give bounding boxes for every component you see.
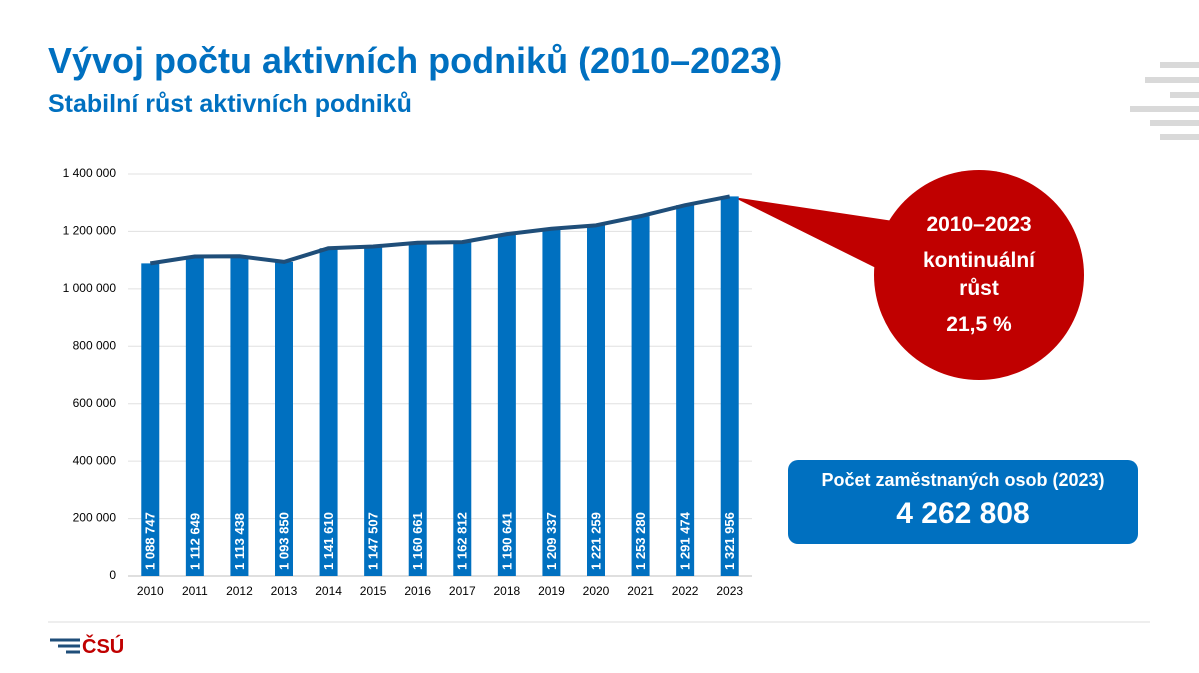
x-tick-label: 2018 — [494, 584, 521, 598]
subtitle: Stabilní růst aktivních podniků — [48, 90, 412, 118]
y-tick-label: 800 000 — [73, 338, 117, 352]
x-tick-label: 2020 — [583, 584, 610, 598]
y-tick-label: 0 — [109, 568, 116, 582]
callout-growth: 21,5 % — [946, 313, 1012, 336]
bar — [631, 216, 650, 577]
bar — [676, 205, 695, 576]
trend-line — [149, 194, 731, 266]
value-label: 1 113 438 — [232, 513, 247, 570]
y-tick-label: 1 200 000 — [63, 224, 117, 238]
x-tick-label: 2023 — [716, 584, 743, 598]
callout-period: 2010–2023 — [926, 213, 1032, 236]
x-tick-label: 2012 — [226, 584, 253, 598]
box-label: Počet zaměstnaných osob (2023) — [821, 470, 1105, 490]
bar — [141, 263, 160, 576]
y-tick-label: 200 000 — [73, 511, 117, 525]
x-tick-label: 2016 — [404, 584, 431, 598]
y-tick-label: 1 000 000 — [63, 281, 117, 295]
bar — [497, 234, 516, 576]
x-tick-label: 2021 — [627, 584, 654, 598]
box-value: 4 262 808 — [896, 497, 1030, 530]
x-tick-label: 2010 — [137, 584, 164, 598]
x-tick-label: 2017 — [449, 584, 476, 598]
x-tick-label: 2013 — [271, 584, 298, 598]
bar — [720, 196, 739, 576]
bar — [408, 242, 427, 576]
bar — [364, 246, 383, 576]
value-label: 1 160 661 — [410, 512, 425, 570]
x-tick-label: 2019 — [538, 584, 565, 598]
value-label: 1 088 747 — [143, 512, 158, 570]
bar — [587, 225, 605, 576]
decor — [1130, 62, 1199, 140]
callout-pointer — [733, 197, 900, 270]
y-tick-label: 400 000 — [73, 453, 117, 467]
value-label: 1 221 259 — [588, 512, 603, 570]
x-tick-label: 2011 — [182, 584, 208, 598]
bar — [319, 248, 338, 577]
bar — [542, 228, 561, 577]
value-label: 1 141 610 — [321, 512, 336, 570]
logo-lines — [50, 638, 80, 654]
value-label: 1 147 507 — [366, 512, 381, 570]
value-label: 1 093 850 — [276, 512, 291, 570]
bar — [230, 256, 249, 576]
value-label: 1 112 649 — [187, 513, 202, 570]
bar — [185, 256, 204, 576]
y-tick-label: 1 400 000 — [63, 166, 117, 180]
callout: 2010–2023 kontinuální růst 21,5 % — [874, 170, 1084, 380]
y-tick-label: 600 000 — [73, 396, 117, 410]
value-label: 1 209 337 — [544, 512, 559, 570]
title: Vývoj počtu aktivních podniků (2010–2023… — [48, 40, 783, 81]
x-tick-label: 2014 — [315, 584, 342, 598]
value-label: 1 253 280 — [633, 512, 648, 570]
x-tick-label: 2022 — [672, 584, 699, 598]
value-label: 1 162 812 — [455, 512, 470, 570]
info-box: Počet zaměstnaných osob (2023) 4 262 808 — [788, 460, 1138, 544]
bar — [275, 261, 293, 576]
value-label: 1 190 641 — [499, 512, 514, 570]
logo: ČSÚ — [82, 636, 125, 658]
callout-text: kontinuální růst — [923, 249, 1035, 300]
value-label: 1 321 956 — [722, 512, 737, 570]
bar — [453, 242, 472, 576]
value-label: 1 291 474 — [678, 511, 693, 570]
x-tick-label: 2015 — [360, 584, 387, 598]
